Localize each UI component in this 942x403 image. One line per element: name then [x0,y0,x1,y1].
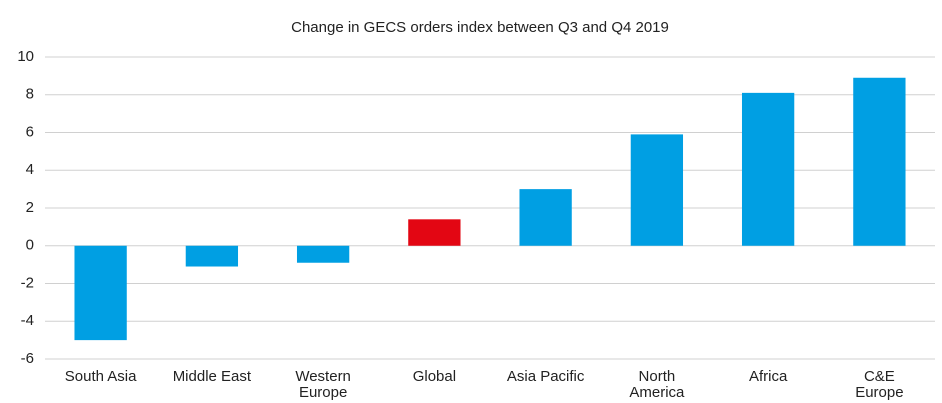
y-tick-label: 10 [17,48,34,65]
x-tick-label: Western Europe [295,368,351,401]
x-tick-label: North America [629,368,685,401]
y-tick-label: 6 [26,123,34,140]
x-tick-label: Global [412,368,457,385]
y-tick-label: 2 [26,199,34,216]
y-tick-label: 0 [26,237,34,254]
bar [519,189,572,246]
y-tick-label: -6 [21,350,34,367]
y-tick-label: -2 [21,274,34,291]
bar [853,77,906,246]
x-tick-label: C&E Europe [855,368,904,401]
x-tick-label: Middle East [172,368,252,385]
bar [408,219,461,246]
y-tick-label: 4 [26,161,34,178]
y-tick-label: -4 [21,312,34,329]
bar [296,245,350,263]
x-tick-label: South Asia [64,368,137,385]
bar [630,134,684,246]
x-tick-label: Asia Pacific [506,368,585,385]
bar [185,245,239,267]
y-tick-label: 8 [26,86,34,103]
bar [741,92,795,246]
chart-title: Change in GECS orders index between Q3 a… [291,19,669,36]
bar [74,245,127,341]
x-tick-label: Africa [748,368,788,385]
